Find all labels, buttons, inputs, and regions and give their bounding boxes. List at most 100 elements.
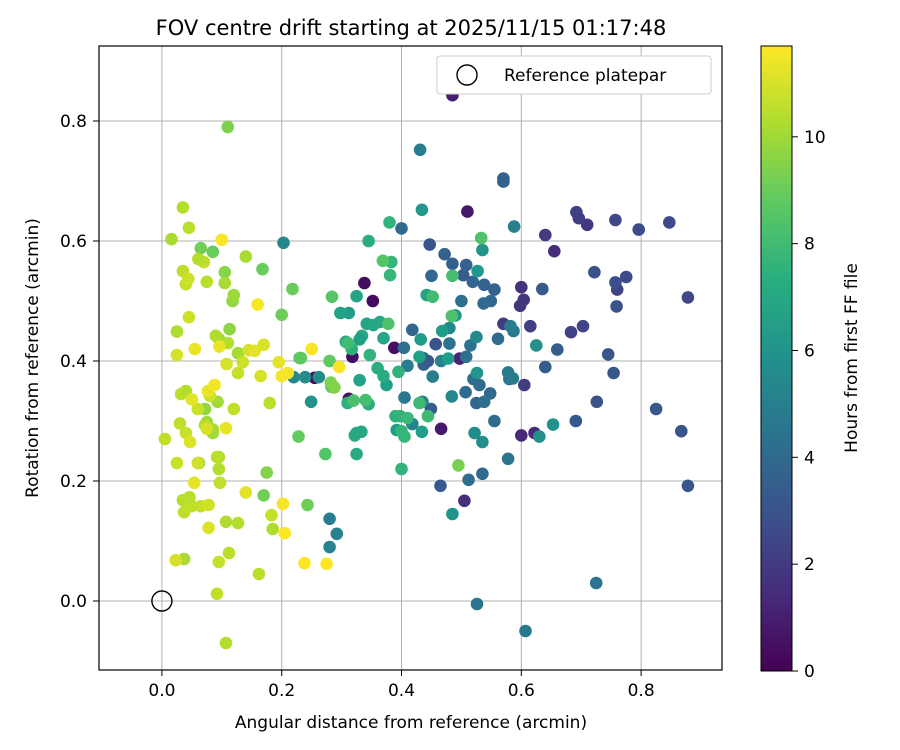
data-point xyxy=(158,432,172,446)
colorbar xyxy=(760,45,793,672)
data-point xyxy=(477,297,490,310)
data-point xyxy=(292,430,305,443)
data-point xyxy=(518,378,531,392)
data-point xyxy=(209,329,223,343)
data-point xyxy=(220,357,233,371)
data-point xyxy=(507,220,521,233)
data-point xyxy=(383,216,396,229)
data-point xyxy=(332,360,346,374)
data-point xyxy=(376,254,390,268)
data-point xyxy=(272,355,286,369)
reference-platepar-marker xyxy=(151,590,173,612)
data-point xyxy=(350,447,363,461)
data-point xyxy=(170,456,184,470)
data-point xyxy=(429,337,443,351)
data-point xyxy=(358,276,371,290)
data-point xyxy=(330,527,344,541)
data-point xyxy=(459,385,472,399)
data-point xyxy=(649,402,663,416)
data-point xyxy=(213,476,227,490)
data-point xyxy=(413,396,426,410)
data-point xyxy=(219,636,233,650)
data-point xyxy=(266,522,280,536)
data-point xyxy=(212,555,226,569)
data-point xyxy=(231,516,245,530)
data-point xyxy=(398,430,411,443)
data-point xyxy=(248,344,262,358)
data-point xyxy=(257,489,271,502)
x-tick-label: 0.2 xyxy=(268,681,295,701)
data-point xyxy=(406,323,419,337)
y-tick-label: 0.0 xyxy=(60,592,87,612)
data-point xyxy=(434,422,448,436)
data-point xyxy=(675,424,688,438)
data-point xyxy=(681,291,695,304)
y-tick-label: 0.8 xyxy=(60,112,87,132)
data-point xyxy=(488,414,501,428)
data-point xyxy=(218,276,232,290)
colorbar-tick-label: 10 xyxy=(804,128,826,148)
data-point xyxy=(456,268,470,282)
data-point xyxy=(170,348,184,362)
colorbar-tick-label: 8 xyxy=(804,235,815,255)
data-point xyxy=(239,250,253,263)
colorbar-tick-label: 6 xyxy=(804,341,815,361)
data-point xyxy=(334,306,347,320)
data-point xyxy=(515,280,528,294)
plot-frame xyxy=(98,45,723,671)
data-point xyxy=(210,587,224,601)
data-point xyxy=(328,381,341,394)
chart-title: FOV centre drift starting at 2025/11/15 … xyxy=(156,16,667,40)
data-point xyxy=(395,462,408,476)
colorbar-label: Hours from first FF file xyxy=(842,263,862,453)
data-point xyxy=(312,370,326,384)
data-point xyxy=(476,467,489,481)
data-point xyxy=(519,624,532,638)
data-point xyxy=(515,429,528,442)
data-point xyxy=(188,342,202,356)
data-point xyxy=(421,409,435,423)
data-point xyxy=(169,553,182,567)
data-point xyxy=(323,540,336,554)
data-point xyxy=(466,275,480,289)
data-point xyxy=(530,339,543,352)
data-point xyxy=(397,341,411,355)
data-point xyxy=(470,330,483,344)
data-point xyxy=(576,319,590,333)
data-point xyxy=(320,557,333,571)
data-point xyxy=(446,257,459,271)
data-point xyxy=(213,340,226,353)
data-point xyxy=(413,350,426,364)
data-point xyxy=(383,268,397,282)
data-point xyxy=(434,479,447,493)
data-point xyxy=(536,282,549,296)
data-point xyxy=(170,325,184,338)
data-point xyxy=(548,244,561,258)
data-point xyxy=(476,435,489,449)
data-point xyxy=(663,216,676,229)
data-point xyxy=(294,351,308,365)
data-point xyxy=(476,243,489,257)
data-point xyxy=(210,450,224,464)
data-point xyxy=(256,262,269,276)
data-point xyxy=(325,290,339,304)
data-point xyxy=(194,241,208,255)
data-point xyxy=(359,393,372,407)
reference-marker-group xyxy=(151,590,173,612)
data-point xyxy=(382,317,395,331)
data-point xyxy=(477,395,491,409)
data-point xyxy=(533,430,546,443)
data-point xyxy=(572,211,586,225)
data-point xyxy=(401,359,414,373)
grid-lines xyxy=(99,46,722,670)
y-axis-label: Rotation from reference (arcmin) xyxy=(23,218,43,498)
data-point xyxy=(251,298,264,311)
data-point xyxy=(350,289,363,303)
data-point xyxy=(452,459,465,472)
y-tick-label: 0.4 xyxy=(60,352,87,372)
data-point xyxy=(200,275,214,289)
data-point xyxy=(423,238,437,251)
data-point xyxy=(539,360,552,374)
data-point xyxy=(415,203,429,217)
data-point xyxy=(458,494,471,508)
